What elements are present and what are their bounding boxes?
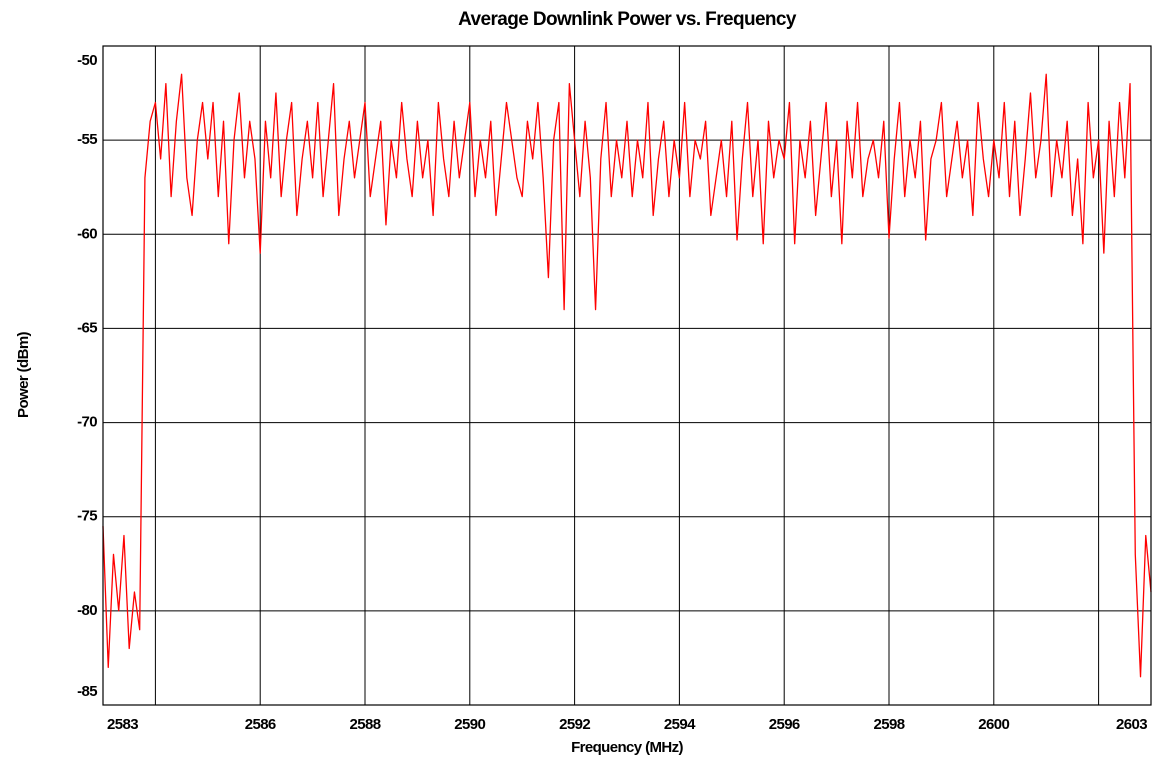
x-tick-label: 2583	[107, 716, 138, 733]
x-tick-label: 2594	[664, 716, 696, 733]
y-tick-label: -60	[77, 225, 97, 242]
x-axis-label: Frequency (MHz)	[571, 739, 683, 756]
data-line	[102, 73, 1152, 678]
y-tick-label: -75	[77, 508, 97, 525]
y-tick-label: -50	[77, 52, 97, 69]
x-tick-label: 2590	[454, 716, 485, 733]
x-tick-label: 2592	[559, 716, 590, 733]
y-tick-label: -70	[77, 414, 97, 431]
x-tick-label: 2600	[978, 716, 1009, 733]
y-axis-label: Power (dBm)	[15, 331, 32, 418]
x-tick-label: 2603	[1116, 716, 1147, 733]
plot-border	[102, 45, 1152, 706]
y-tick-label: -55	[77, 131, 97, 148]
x-tick-label: 2596	[769, 716, 800, 733]
x-tick-label: 2598	[874, 716, 905, 733]
chart-title: Average Downlink Power vs. Frequency	[458, 9, 797, 30]
x-tick-label: 2586	[245, 716, 276, 733]
y-tick-label: -85	[77, 683, 97, 700]
y-tick-label: -65	[77, 319, 97, 336]
plot-area	[103, 46, 1151, 705]
y-tick-label: -80	[77, 602, 97, 619]
x-tick-label: 2588	[350, 716, 381, 733]
